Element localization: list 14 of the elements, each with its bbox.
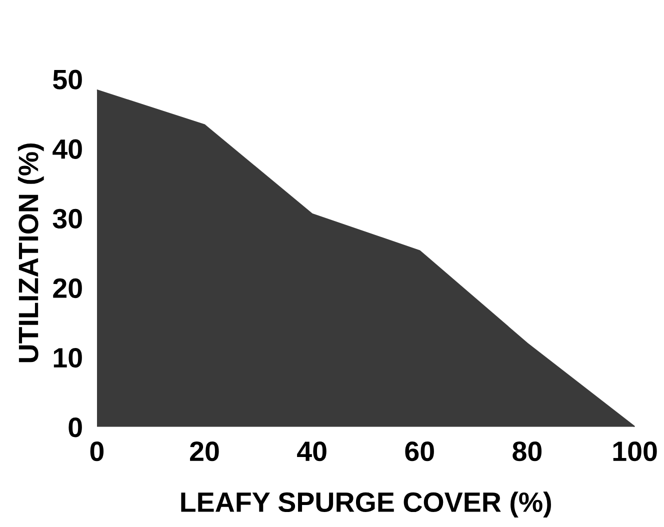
x-tick-label: 60 <box>405 441 434 462</box>
x-tick-label: 100 <box>613 441 657 462</box>
y-tick-label: 10 <box>54 348 82 368</box>
x-tick-label: 40 <box>297 441 326 462</box>
y-tick-label: 40 <box>52 139 82 159</box>
x-axis-title: LEAFY SPURGE COVER (%) <box>181 492 551 518</box>
y-axis-title: UTILIZATION (%) <box>18 144 44 362</box>
x-tick-label: 80 <box>512 441 542 462</box>
y-tick-label: 0 <box>68 418 82 438</box>
y-tick-label: 50 <box>53 70 82 90</box>
x-tick-label: 20 <box>190 441 219 462</box>
y-tick-label: 20 <box>53 278 82 298</box>
y-tick-label: 30 <box>52 208 82 229</box>
x-tick-label: 0 <box>90 441 104 462</box>
